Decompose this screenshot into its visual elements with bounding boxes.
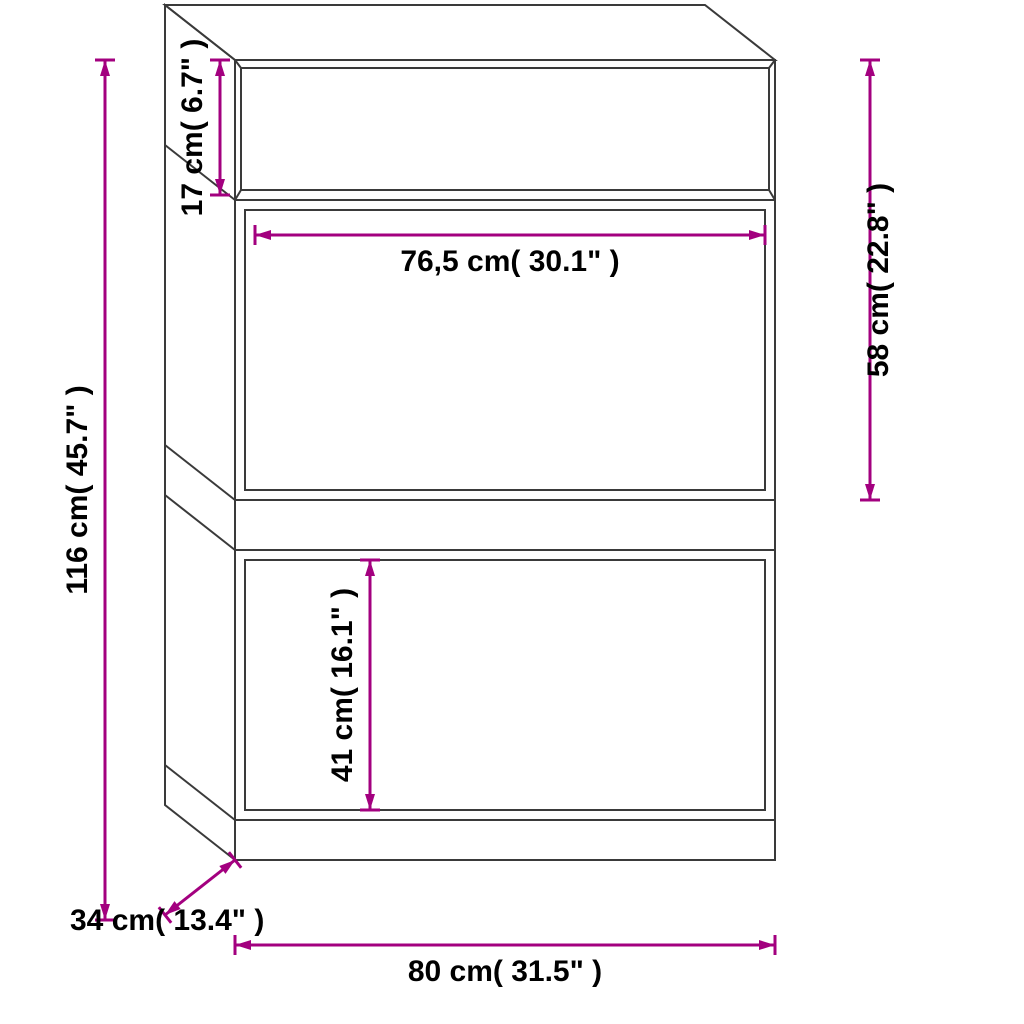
- dim-upper-height-label: 58 cm( 22.8" ): [862, 183, 895, 377]
- dim-inner-width-label: 76,5 cm( 30.1" ): [400, 245, 619, 278]
- dim-bottom-width-label: 80 cm( 31.5" ): [408, 955, 602, 988]
- dim-door-height-label: 41 cm( 16.1" ): [326, 588, 359, 782]
- dim-depth-label: 34 cm( 13.4" ): [70, 904, 264, 937]
- dim-shelf-height-label: 17 cm( 6.7" ): [176, 39, 209, 217]
- dim-total-height-label: 116 cm( 45.7" ): [61, 385, 94, 594]
